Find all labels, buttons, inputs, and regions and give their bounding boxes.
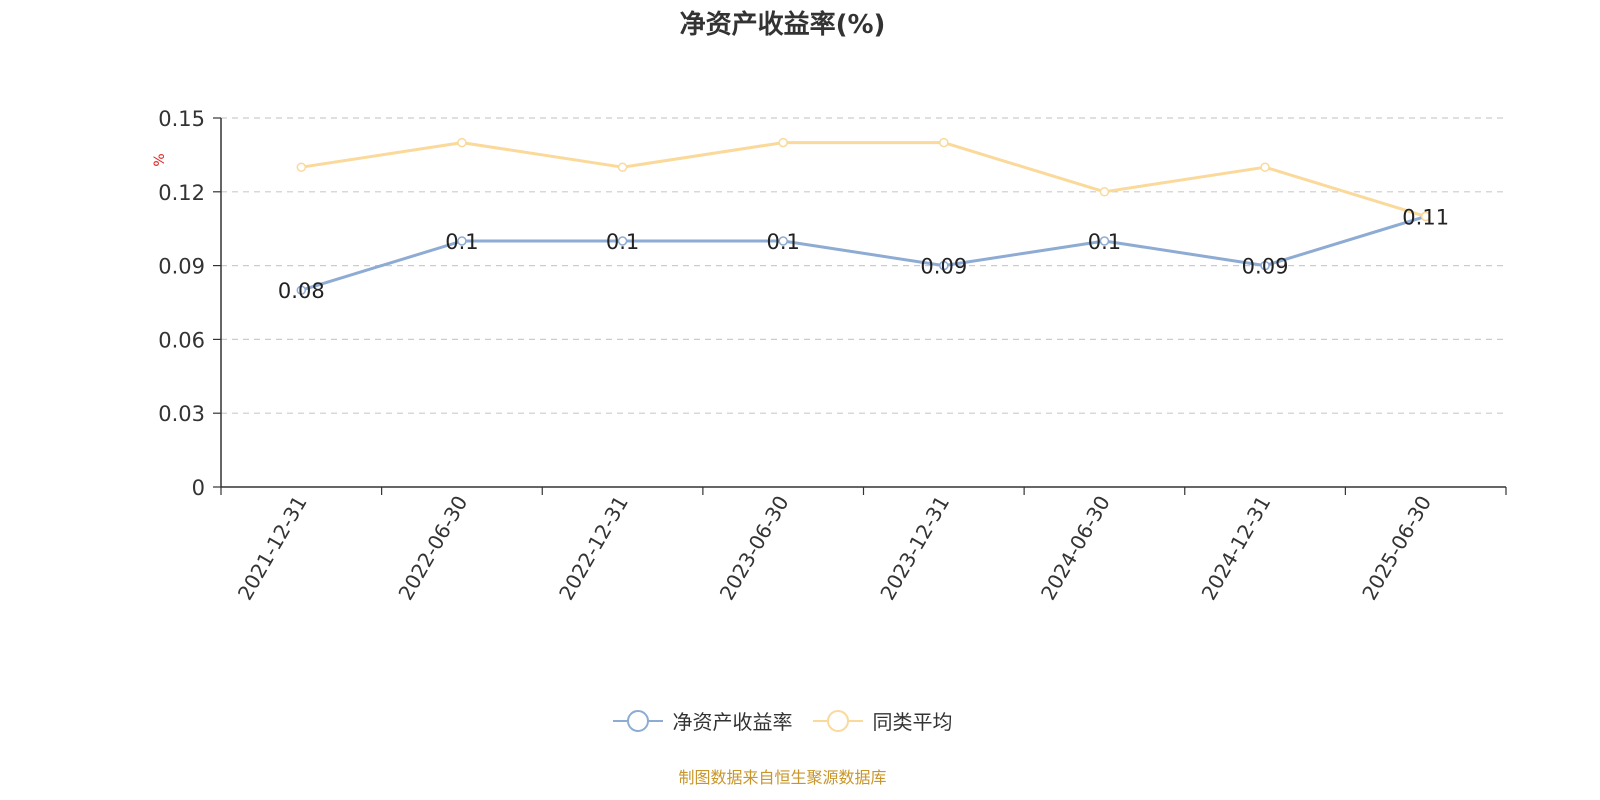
data-point <box>296 285 307 295</box>
chart-title: 净资产收益率(%) <box>679 10 886 40</box>
x-tick-label: 2023-06-30 <box>715 492 794 605</box>
data-label: 0.1 <box>1088 230 1121 254</box>
data-point <box>1420 211 1431 222</box>
data-point <box>939 260 949 271</box>
data-label: 0.11 <box>1402 205 1449 229</box>
data-point <box>778 236 788 246</box>
y-tick-label: 0.06 <box>158 328 205 352</box>
legend-label-roe: 净资产收益率 <box>672 710 793 734</box>
data-point <box>457 236 467 246</box>
data-point <box>617 236 628 246</box>
y-tick-label: 0.12 <box>158 181 205 205</box>
x-tick-label: 2024-06-30 <box>1036 492 1115 605</box>
x-tick-label: 2023-12-31 <box>875 492 954 605</box>
data-point <box>617 162 628 172</box>
axes: 0 0.03 0.06 0.09 0.12 0.15 2021-12-31 2022-06-3… <box>158 107 1507 605</box>
x-tick-label: 2024-12-31 <box>1196 492 1275 605</box>
legend-item-peer-average[interactable]: 同类平均 <box>812 706 953 735</box>
source-footer: 制图数据来自恒生聚源数据库 <box>678 768 887 787</box>
legend-marker-roe <box>612 709 663 732</box>
data-point <box>1099 236 1110 246</box>
x-tick-label: 2025-06-30 <box>1357 492 1436 605</box>
data-label: 0.09 <box>920 255 967 279</box>
data-label: 0.1 <box>606 230 639 254</box>
y-tick-label: 0.15 <box>158 107 205 131</box>
y-axis-label: % <box>152 153 168 166</box>
y-tick-label: 0.03 <box>158 402 205 426</box>
legend-label-peer-average: 同类平均 <box>872 710 953 734</box>
y-tick-label: 0.09 <box>158 255 205 279</box>
data-label: 0.08 <box>278 279 325 303</box>
data-point <box>1099 187 1110 197</box>
legend-item-roe[interactable]: 净资产收益率 <box>612 706 793 735</box>
x-tick-label: 2022-06-30 <box>393 492 472 605</box>
data-labels: 0.08 0.1 0.1 0.1 0.09 0.1 0.09 0.11 <box>278 205 1449 303</box>
series-line-0 <box>300 214 1427 292</box>
data-point <box>1260 162 1270 172</box>
series-line-1 <box>301 141 1427 218</box>
x-tick-label: 2021-12-31 <box>233 492 312 605</box>
legend: 净资产收益率 同类平均 <box>0 706 1565 735</box>
y-tick-label: 0 <box>192 476 205 500</box>
data-point <box>1260 260 1270 271</box>
data-label: 0.09 <box>1242 255 1289 279</box>
data-point <box>296 162 307 172</box>
legend-marker-peer-average <box>812 709 863 732</box>
data-point <box>778 137 788 148</box>
data-point <box>939 137 949 148</box>
x-tick-label: 2022-12-31 <box>554 492 633 605</box>
data-label: 0.1 <box>766 230 799 254</box>
data-label: 0.1 <box>445 230 478 254</box>
series <box>296 137 1431 295</box>
grid-lines <box>221 117 1506 414</box>
data-point <box>457 137 467 148</box>
